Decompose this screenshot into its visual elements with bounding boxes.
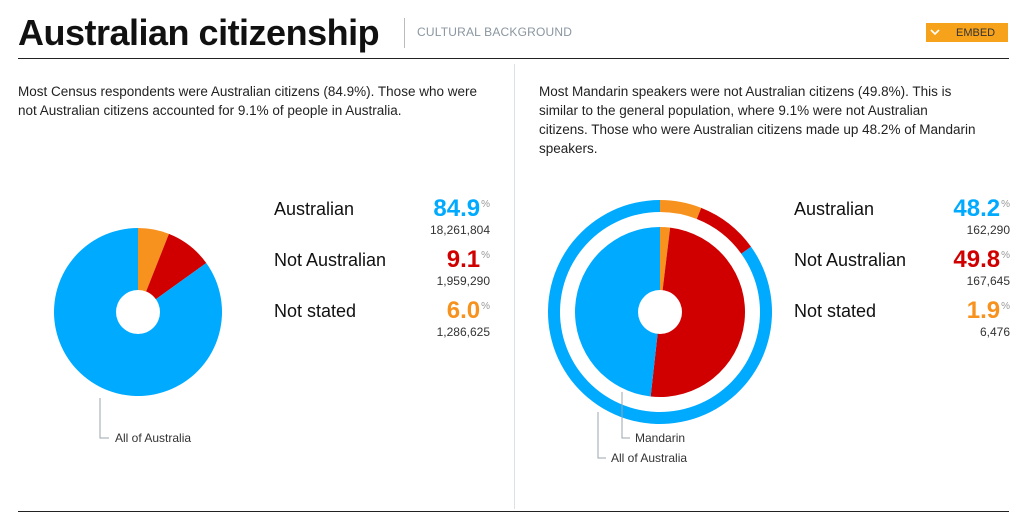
legend-count: 1,286,625 xyxy=(436,325,490,339)
legend-count: 167,645 xyxy=(966,274,1010,288)
legend-percent: 1.9% xyxy=(967,297,1010,325)
legend-name: Not stated xyxy=(274,301,357,321)
legend-row-not-australian: Not Australian 9.1% 1,959,290 xyxy=(274,246,490,300)
column-divider xyxy=(514,64,515,509)
percent-value: 6.0 xyxy=(446,297,481,324)
embed-button[interactable]: EMBED xyxy=(926,23,1008,42)
percent-unit: % xyxy=(1001,301,1010,312)
legend-percent: 9.1% xyxy=(447,246,490,274)
right-description: Most Mandarin speakers were not Australi… xyxy=(539,84,976,156)
legend-percent: 84.9% xyxy=(433,195,490,223)
legend-percent: 6.0% xyxy=(447,297,490,325)
percent-value: 9.1 xyxy=(446,246,481,273)
legend-name: Australian xyxy=(274,199,355,219)
legend-name: Australian xyxy=(794,199,875,219)
percent-unit: % xyxy=(481,250,490,261)
bottom-divider xyxy=(18,511,1009,512)
percent-value: 1.9 xyxy=(966,297,1001,324)
right-inner-pie-slice-australian[interactable] xyxy=(574,227,660,397)
left-ring-leader xyxy=(99,398,109,439)
legend-row-australian: Australian 48.2% 162,290 xyxy=(794,195,1010,249)
legend-percent: 48.2% xyxy=(953,195,1010,223)
percent-unit: % xyxy=(481,199,490,210)
legend-row-not-stated: Not stated 6.0% 1,286,625 xyxy=(274,297,490,351)
top-divider xyxy=(18,58,1009,59)
legend-count: 1,959,290 xyxy=(436,274,490,288)
right-pie-chart xyxy=(548,200,772,424)
legend-count: 18,261,804 xyxy=(429,223,490,237)
left-pie-chart xyxy=(54,228,223,397)
legend-count: 162,290 xyxy=(966,223,1010,237)
legend-row-not-australian: Not Australian 49.8% 167,645 xyxy=(794,246,1010,300)
legend-count: 6,476 xyxy=(979,325,1010,339)
percent-value: 84.9 xyxy=(433,195,481,222)
right-outer-ring-segment-not-australian[interactable] xyxy=(696,207,752,254)
left-pie-slice-not-stated[interactable] xyxy=(138,228,169,312)
legend-percent: 49.8% xyxy=(953,246,1010,274)
percent-unit: % xyxy=(1001,199,1010,210)
left-pie-slice-not-australian[interactable] xyxy=(138,233,207,312)
right-inner-leader xyxy=(621,392,630,439)
legend-name: Not Australian xyxy=(274,250,387,270)
percent-value: 49.8 xyxy=(953,246,1001,273)
right-outer-label: All of Australia xyxy=(611,451,687,465)
page-title: Australian citizenship xyxy=(18,12,380,53)
right-outer-leader xyxy=(597,412,606,459)
chevron-down-icon xyxy=(930,29,940,36)
percent-unit: % xyxy=(1001,250,1010,261)
header: Australian citizenship CULTURAL BACKGROU… xyxy=(0,0,1031,60)
legend-row-australian: Australian 84.9% 18,261,804 xyxy=(274,195,490,249)
embed-label: EMBED xyxy=(956,26,996,39)
legend-row-not-stated: Not stated 1.9% 6,476 xyxy=(794,297,1010,351)
percent-unit: % xyxy=(481,301,490,312)
right-outer-ring-segment-not-stated[interactable] xyxy=(660,200,702,220)
section-subtitle[interactable]: CULTURAL BACKGROUND xyxy=(417,25,573,39)
left-pie-hole xyxy=(116,290,160,334)
legend-name: Not Australian xyxy=(794,250,907,270)
percent-value: 48.2 xyxy=(953,195,1001,222)
title-divider xyxy=(404,18,405,48)
legend-name: Not stated xyxy=(794,301,877,321)
left-description: Most Census respondents were Australian … xyxy=(18,84,477,118)
right-inner-pie-slice-not-australian[interactable] xyxy=(650,227,746,398)
left-ring-label: All of Australia xyxy=(115,431,191,445)
right-pie-hole xyxy=(638,290,682,334)
right-inner-label: Mandarin xyxy=(635,431,685,445)
